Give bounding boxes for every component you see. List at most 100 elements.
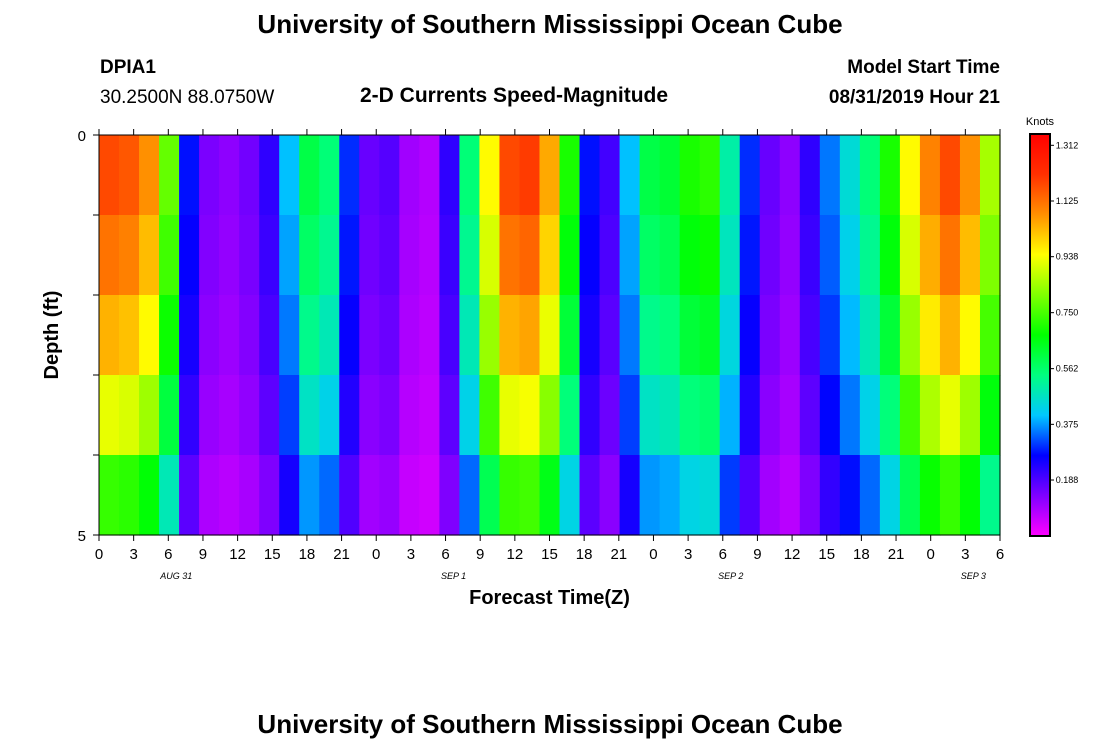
- heatmap-cell: [159, 455, 180, 536]
- heatmap-cell: [339, 215, 360, 296]
- plot-title: 2-D Currents Speed-Magnitude: [360, 84, 669, 107]
- heatmap-cell: [139, 455, 160, 536]
- heatmap-cell: [719, 455, 741, 536]
- heatmap-cell: [759, 215, 781, 296]
- heatmap-cell: [179, 215, 200, 296]
- heatmap-cell: [859, 375, 881, 456]
- heatmap-cell: [259, 295, 280, 376]
- heatmap-cell: [919, 455, 941, 536]
- heatmap-cell: [779, 295, 801, 376]
- heatmap-cell: [719, 135, 741, 216]
- heatmap-cell: [659, 455, 681, 536]
- heatmap-cell: [759, 455, 781, 536]
- heatmap-cell: [539, 135, 561, 216]
- heatmap-cell: [259, 215, 280, 296]
- heatmap-cell: [319, 215, 340, 296]
- heatmap-cell: [799, 375, 821, 456]
- heatmap-cell: [899, 135, 921, 216]
- heatmap-cell: [399, 455, 420, 536]
- heatmap-cell: [379, 295, 400, 376]
- heatmap-cell: [619, 135, 641, 216]
- x-tick-label: 9: [199, 546, 207, 563]
- colorbar-tick-label: 0.375: [1056, 419, 1079, 429]
- heatmap-cell: [179, 135, 200, 216]
- x-tick-label: 6: [996, 546, 1004, 563]
- heatmap-cell: [639, 295, 661, 376]
- heatmap-cell: [699, 295, 721, 376]
- heatmap-cell: [99, 135, 120, 216]
- heatmap-cell: [459, 455, 481, 536]
- heatmap-cell: [619, 455, 641, 536]
- heatmap-cell: [719, 295, 741, 376]
- heatmap-cell: [339, 135, 360, 216]
- date-label: SEP 1: [441, 571, 466, 581]
- heatmap-cell: [499, 455, 521, 536]
- heatmap-cell: [839, 295, 861, 376]
- heatmap-cell: [299, 135, 320, 216]
- heatmap-cell: [119, 375, 140, 456]
- heatmap-cell: [579, 455, 601, 536]
- heatmap-cell: [579, 295, 601, 376]
- heatmap-cell: [239, 375, 260, 456]
- heatmap-cell: [879, 135, 901, 216]
- x-tick-label: 6: [719, 546, 727, 563]
- heatmap-cell: [279, 295, 300, 376]
- heatmap-cell: [579, 375, 601, 456]
- colorbar-tick-label: 0.750: [1056, 308, 1079, 318]
- heatmap-cell: [519, 215, 541, 296]
- heatmap-cell: [639, 215, 661, 296]
- heatmap-cell: [659, 295, 681, 376]
- heatmap-cell: [779, 455, 801, 536]
- x-tick-label: 12: [229, 546, 246, 563]
- heatmap-cell: [619, 295, 641, 376]
- heatmap-cell: [479, 135, 501, 216]
- heatmap-cell: [459, 215, 481, 296]
- heatmap-cell: [159, 295, 180, 376]
- heatmap-cell: [99, 215, 120, 296]
- station-id: DPIA1: [100, 57, 156, 78]
- heatmap-cell: [139, 215, 160, 296]
- date-label: AUG 31: [159, 571, 192, 581]
- heatmap-cell: [419, 455, 440, 536]
- heatmap-cell: [339, 375, 360, 456]
- heatmap-cell: [599, 215, 621, 296]
- heatmap-cell: [619, 375, 641, 456]
- heatmap-cell: [779, 215, 801, 296]
- heatmap-cell: [559, 455, 581, 536]
- heatmap-cell: [859, 135, 881, 216]
- heatmap-cell: [919, 295, 941, 376]
- heatmap-cell: [199, 215, 220, 296]
- heatmap-cell: [739, 135, 761, 216]
- heatmap-cell: [539, 455, 561, 536]
- heatmap-cell: [819, 455, 841, 536]
- y-axis: 0 5 Depth (ft): [41, 128, 99, 545]
- heatmap-cell: [779, 135, 801, 216]
- heatmap-cell: [179, 375, 200, 456]
- heatmap-cell: [899, 215, 921, 296]
- heatmap-cell: [519, 375, 541, 456]
- heatmap-cell: [859, 215, 881, 296]
- heatmap-cell: [279, 135, 300, 216]
- heatmap-cell: [539, 215, 561, 296]
- heatmap-cell: [599, 455, 621, 536]
- heatmap-cell: [539, 295, 561, 376]
- heatmap-cell: [559, 135, 581, 216]
- heatmap-cell: [919, 215, 941, 296]
- colorbar-tick-label: 0.188: [1056, 475, 1079, 485]
- heatmap-cell: [299, 295, 320, 376]
- page-title: University of Southern Mississippi Ocean…: [257, 9, 843, 39]
- heatmap-cell: [119, 135, 140, 216]
- heatmap-cell: [399, 375, 420, 456]
- heatmap-cell: [679, 375, 701, 456]
- heatmap-cell: [519, 455, 541, 536]
- heatmap-cell: [699, 135, 721, 216]
- colorbar: Knots 1.312 1.125 0.938 0.750 0.562 0.375 0.188: [1026, 116, 1079, 537]
- heatmap-cell: [299, 215, 320, 296]
- colorbar-tick-label: 1.312: [1056, 140, 1079, 150]
- heatmap-cell: [139, 295, 160, 376]
- heatmap-cell: [959, 375, 981, 456]
- heatmap-cell: [259, 375, 280, 456]
- heatmap-cell: [119, 295, 140, 376]
- x-tick-label: 18: [576, 546, 593, 563]
- heatmap-cell: [359, 215, 380, 296]
